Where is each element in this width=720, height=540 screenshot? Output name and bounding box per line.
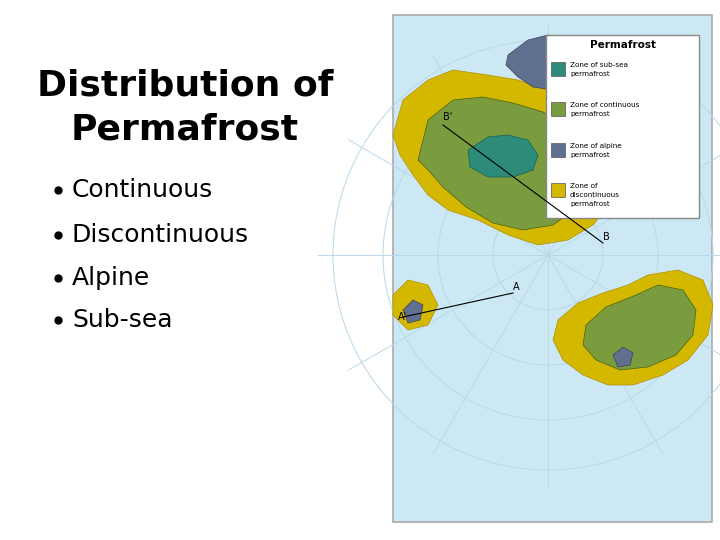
- Polygon shape: [468, 135, 538, 177]
- FancyBboxPatch shape: [551, 143, 565, 157]
- Text: Permafrost: Permafrost: [71, 113, 299, 147]
- Text: Zone of alpine: Zone of alpine: [570, 143, 622, 148]
- FancyBboxPatch shape: [551, 183, 565, 197]
- Polygon shape: [418, 97, 590, 230]
- Bar: [393, 15, 712, 522]
- Text: Distribution of: Distribution of: [37, 68, 333, 102]
- Polygon shape: [583, 285, 696, 370]
- Text: A: A: [513, 282, 520, 292]
- Text: Sub-sea: Sub-sea: [72, 308, 173, 332]
- Text: B': B': [443, 112, 452, 122]
- Text: Zone of sub-sea: Zone of sub-sea: [570, 62, 628, 69]
- FancyBboxPatch shape: [551, 103, 565, 117]
- Text: Alpine: Alpine: [72, 266, 150, 290]
- Text: Continuous: Continuous: [72, 178, 213, 202]
- Text: permafrost: permafrost: [570, 152, 610, 158]
- Polygon shape: [393, 70, 623, 245]
- Polygon shape: [403, 300, 423, 323]
- Text: permafrost: permafrost: [570, 201, 610, 207]
- Text: Permafrost: Permafrost: [590, 40, 656, 50]
- Polygon shape: [566, 185, 598, 215]
- Text: Zone of: Zone of: [570, 183, 598, 188]
- FancyBboxPatch shape: [546, 35, 699, 218]
- Text: A': A': [398, 312, 407, 322]
- Text: B: B: [603, 232, 610, 242]
- Text: permafrost: permafrost: [570, 111, 610, 117]
- Polygon shape: [393, 280, 438, 330]
- Polygon shape: [553, 270, 713, 385]
- Text: permafrost: permafrost: [570, 71, 610, 77]
- FancyBboxPatch shape: [551, 62, 565, 76]
- Text: discontinuous: discontinuous: [570, 192, 620, 198]
- Polygon shape: [506, 35, 593, 90]
- Text: Discontinuous: Discontinuous: [72, 223, 249, 247]
- Polygon shape: [613, 347, 633, 367]
- Polygon shape: [603, 103, 623, 125]
- Text: Zone of continuous: Zone of continuous: [570, 103, 639, 109]
